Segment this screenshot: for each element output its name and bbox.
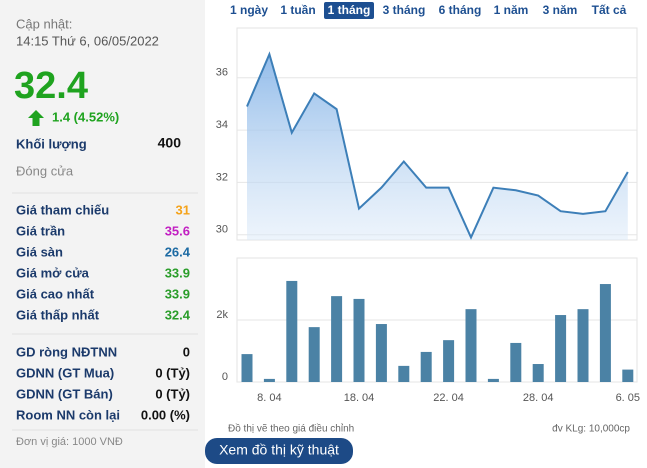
price-line — [246, 51, 629, 240]
foreign-label: GDNN (GT Bán) — [16, 386, 113, 401]
adjusted-note: Đồ thị vẽ theo giá điều chỉnh — [228, 423, 354, 435]
update-label: Cập nhật: — [16, 16, 72, 31]
tab[interactable]: 3 năm — [543, 3, 578, 17]
status: Đóng cửa — [16, 163, 74, 178]
volume-bar — [286, 280, 298, 382]
tab[interactable]: 1 năm — [494, 3, 529, 17]
volume-bar — [443, 340, 455, 382]
volume-unit: đv KLg: 10,000cp — [552, 424, 630, 435]
volume-bar — [622, 369, 634, 382]
foreign-value: 0 (Tỷ) — [155, 365, 190, 380]
button-label[interactable]: Xem đồ thị kỹ thuật — [219, 442, 339, 458]
volume-bar — [331, 296, 343, 382]
price-value: 33.9 — [165, 286, 190, 301]
tab[interactable]: 1 ngày — [230, 3, 268, 17]
volume-bar — [420, 351, 432, 382]
y-tick-label: 2k — [216, 309, 228, 321]
tab[interactable]: 1 tháng — [328, 3, 371, 17]
tab[interactable]: 6 tháng — [439, 3, 482, 17]
price-value: 31 — [176, 202, 190, 217]
tab[interactable]: Tất cả — [592, 3, 627, 17]
price: 32.4 — [14, 65, 88, 107]
update-time: 14:15 Thứ 6, 06/05/2022 — [16, 33, 159, 48]
y-tick-label: 0 — [222, 371, 228, 383]
foreign-value: 0 (Tỷ) — [155, 386, 190, 401]
y-tick-label: 34 — [216, 119, 228, 131]
y-tick-label: 32 — [216, 171, 228, 183]
volume-value: 400 — [158, 135, 182, 151]
x-tick-label: 8. 04 — [257, 392, 281, 404]
foreign-value: 0.00 (%) — [141, 407, 190, 422]
info-panel — [0, 0, 205, 468]
price-value: 33.9 — [165, 265, 190, 280]
price-label: Giá trần — [16, 223, 65, 238]
price-label: Giá sàn — [16, 244, 63, 259]
volume-bar — [398, 365, 410, 382]
volume-bar — [465, 309, 477, 382]
volume-bar — [487, 378, 499, 382]
x-tick-label: 18. 04 — [344, 392, 375, 404]
foreign-label: GD ròng NĐTNN — [16, 344, 117, 359]
price-change: 1.4 (4.52%) — [52, 109, 119, 124]
volume-bar — [599, 284, 611, 382]
active-tab[interactable] — [324, 2, 374, 19]
price-value: 35.6 — [165, 223, 190, 238]
volume-bar — [510, 342, 522, 382]
up-arrow — [28, 110, 44, 126]
y-tick-label: 30 — [216, 224, 228, 236]
x-tick-label: 22. 04 — [433, 392, 464, 404]
unit-note: Đơn vị giá: 1000 VNĐ — [16, 436, 123, 448]
volume-bar — [353, 298, 365, 382]
price-value: 26.4 — [165, 244, 191, 259]
price-label: Giá tham chiếu — [16, 202, 109, 217]
tab[interactable]: 1 tuần — [280, 3, 315, 17]
volume-bar — [375, 324, 387, 382]
foreign-label: GDNN (GT Mua) — [16, 365, 114, 380]
foreign-value: 0 — [183, 344, 190, 359]
volume-label: Khối lượng — [16, 136, 87, 151]
volume-bar — [577, 309, 589, 382]
volume-bar — [555, 315, 567, 382]
price-area — [247, 54, 628, 241]
price-label: Giá mở cửa — [16, 265, 90, 280]
volume-bar — [308, 327, 320, 382]
price-label: Giá thấp nhất — [16, 307, 100, 322]
x-tick-label: 28. 04 — [523, 392, 554, 404]
price-label: Giá cao nhất — [16, 286, 95, 301]
technical-chart-button[interactable] — [205, 438, 353, 464]
foreign-label: Room NN còn lại — [16, 407, 120, 422]
x-tick-label: 6. 05 — [616, 392, 640, 404]
volume-bar — [263, 378, 275, 382]
price-value: 32.4 — [165, 307, 191, 322]
volume-bar — [241, 354, 253, 382]
volume-bar — [532, 364, 544, 382]
tab[interactable]: 3 tháng — [383, 3, 426, 17]
y-tick-label: 36 — [216, 67, 228, 79]
